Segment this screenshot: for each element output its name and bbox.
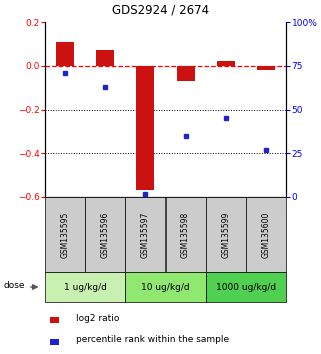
Text: GSM135599: GSM135599 — [221, 211, 230, 258]
Text: dose: dose — [4, 281, 25, 290]
Bar — [56, 42, 74, 66]
Bar — [206, 272, 286, 302]
Bar — [246, 197, 286, 272]
Bar — [257, 66, 275, 70]
Bar — [45, 197, 85, 272]
Bar — [177, 66, 195, 81]
Text: log2 ratio: log2 ratio — [76, 314, 120, 323]
Text: GSM135595: GSM135595 — [61, 211, 70, 258]
Text: 10 ug/kg/d: 10 ug/kg/d — [141, 282, 190, 291]
Bar — [217, 61, 235, 66]
Bar — [166, 197, 206, 272]
Text: percentile rank within the sample: percentile rank within the sample — [76, 336, 230, 344]
Text: GSM135598: GSM135598 — [181, 211, 190, 258]
Bar — [50, 317, 59, 323]
Bar — [85, 197, 125, 272]
Bar — [96, 50, 114, 66]
Text: GSM135596: GSM135596 — [101, 211, 110, 258]
Text: GSM135600: GSM135600 — [261, 211, 270, 258]
Bar — [45, 272, 125, 302]
Bar — [125, 197, 166, 272]
Bar — [50, 339, 59, 345]
Text: GSM135597: GSM135597 — [141, 211, 150, 258]
Text: GDS2924 / 2674: GDS2924 / 2674 — [112, 4, 209, 16]
Text: 1 ug/kg/d: 1 ug/kg/d — [64, 282, 107, 291]
Text: 1000 ug/kg/d: 1000 ug/kg/d — [216, 282, 276, 291]
Bar — [125, 272, 206, 302]
Bar — [206, 197, 246, 272]
Bar — [136, 66, 154, 190]
